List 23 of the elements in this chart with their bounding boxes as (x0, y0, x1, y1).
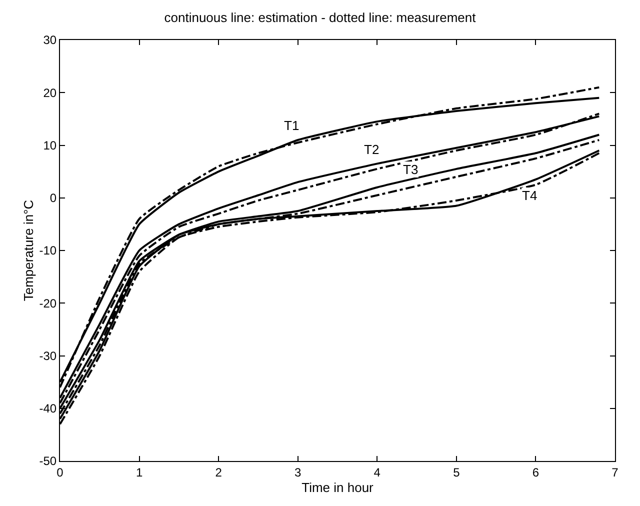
y-tick-label: -30 (39, 348, 57, 363)
chart-title: continuous line: estimation - dotted line: measurement (164, 10, 476, 25)
x-tick-label: 1 (136, 465, 143, 480)
series-label: T1 (284, 118, 300, 133)
x-tick-label: 2 (215, 465, 222, 480)
x-tick-label: 7 (612, 465, 619, 480)
y-axis-title: Temperature in°C (21, 200, 36, 302)
y-tick-label: 10 (43, 138, 57, 152)
y-tick-label: -10 (39, 244, 57, 258)
series-label: T4 (522, 188, 538, 203)
x-tick-label: 3 (294, 465, 302, 480)
y-tick-label: 0 (50, 191, 57, 206)
y-tick-label: -40 (39, 402, 57, 416)
x-tick-label: 5 (453, 465, 460, 480)
x-axis-title: Time in hour (302, 480, 374, 495)
y-tick-label: 20 (43, 86, 57, 100)
series-label: T2 (364, 142, 380, 157)
series-label: T3 (403, 162, 418, 177)
y-tick-label: -20 (39, 296, 57, 310)
y-tick-label: 30 (43, 33, 57, 48)
y-tick-label: -50 (39, 454, 57, 468)
x-tick-label: 6 (532, 465, 540, 480)
x-tick-label: 4 (374, 465, 381, 480)
